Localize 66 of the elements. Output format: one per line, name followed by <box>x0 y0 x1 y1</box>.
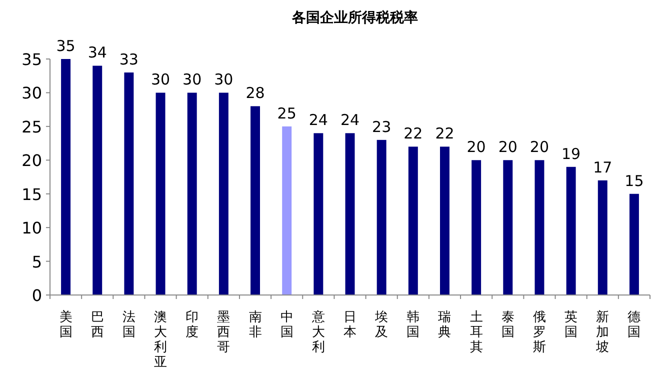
bar <box>124 72 134 295</box>
bar <box>187 92 197 295</box>
x-tick-label: 中国 <box>280 310 294 340</box>
x-tick-label: 俄罗斯 <box>532 310 546 355</box>
x-tick-label: 印度 <box>186 310 199 340</box>
bar <box>156 92 166 295</box>
data-label: 20 <box>530 138 550 156</box>
bar <box>503 160 513 295</box>
x-tick-label: 埃及 <box>374 310 388 340</box>
x-tick-label: 巴西 <box>90 310 104 340</box>
y-tick-label: 10 <box>22 218 42 238</box>
data-label: 20 <box>498 138 518 156</box>
bar <box>218 92 228 295</box>
data-label: 34 <box>88 44 107 62</box>
bar <box>282 126 292 295</box>
y-tick-label: 20 <box>22 151 42 170</box>
bar <box>566 166 576 295</box>
data-label: 35 <box>56 37 76 55</box>
bar <box>534 160 544 295</box>
bar <box>629 194 639 295</box>
y-tick-label: 0 <box>32 286 42 305</box>
x-tick-label: 南非 <box>248 310 262 340</box>
data-label: 28 <box>246 84 265 102</box>
chart-title: 各国企业所得税税率 <box>291 9 418 26</box>
x-tick-label: 瑞典 <box>438 310 452 340</box>
x-tick-label: 美国 <box>59 309 72 340</box>
bar <box>61 59 71 295</box>
data-label: 30 <box>214 70 234 89</box>
data-label: 24 <box>308 111 328 130</box>
data-label: 20 <box>466 138 486 156</box>
y-tick-label: 5 <box>32 252 42 272</box>
bar <box>472 160 482 295</box>
x-tick-label: 澳大利亚 <box>154 310 168 370</box>
x-tick-label: 法国 <box>122 310 136 340</box>
data-label: 22 <box>404 124 423 143</box>
x-tick-label: 新加坡 <box>595 310 610 355</box>
data-label: 24 <box>340 111 360 130</box>
bar <box>598 180 608 295</box>
x-tick-label: 墨西哥 <box>217 310 230 355</box>
bar <box>345 133 355 295</box>
y-tick-label: 35 <box>22 50 42 69</box>
data-label: 17 <box>593 158 612 176</box>
data-label: 33 <box>119 50 138 68</box>
bar <box>92 66 102 295</box>
x-tick-label: 英国 <box>564 310 578 340</box>
x-tick-label: 土耳其 <box>470 310 483 355</box>
bar <box>376 140 386 295</box>
bar <box>408 146 418 295</box>
bar <box>314 133 324 295</box>
x-tick-label: 泰国 <box>501 310 514 340</box>
data-label: 22 <box>435 124 454 143</box>
bar <box>250 106 260 295</box>
y-tick-label: 15 <box>22 184 42 204</box>
data-label: 23 <box>372 118 392 136</box>
data-label: 25 <box>277 104 296 122</box>
x-tick-label: 韩国 <box>406 310 420 340</box>
y-tick-label: 25 <box>22 117 42 136</box>
data-label: 15 <box>624 172 644 190</box>
x-tick-label: 德国 <box>628 310 641 340</box>
data-label: 30 <box>182 70 202 89</box>
data-label: 30 <box>150 70 170 89</box>
x-tick-label: 意大利 <box>310 310 325 355</box>
y-tick-label: 30 <box>22 84 42 103</box>
bar <box>440 146 450 295</box>
x-tick-label: 日本 <box>344 310 356 340</box>
data-label: 19 <box>562 144 581 163</box>
